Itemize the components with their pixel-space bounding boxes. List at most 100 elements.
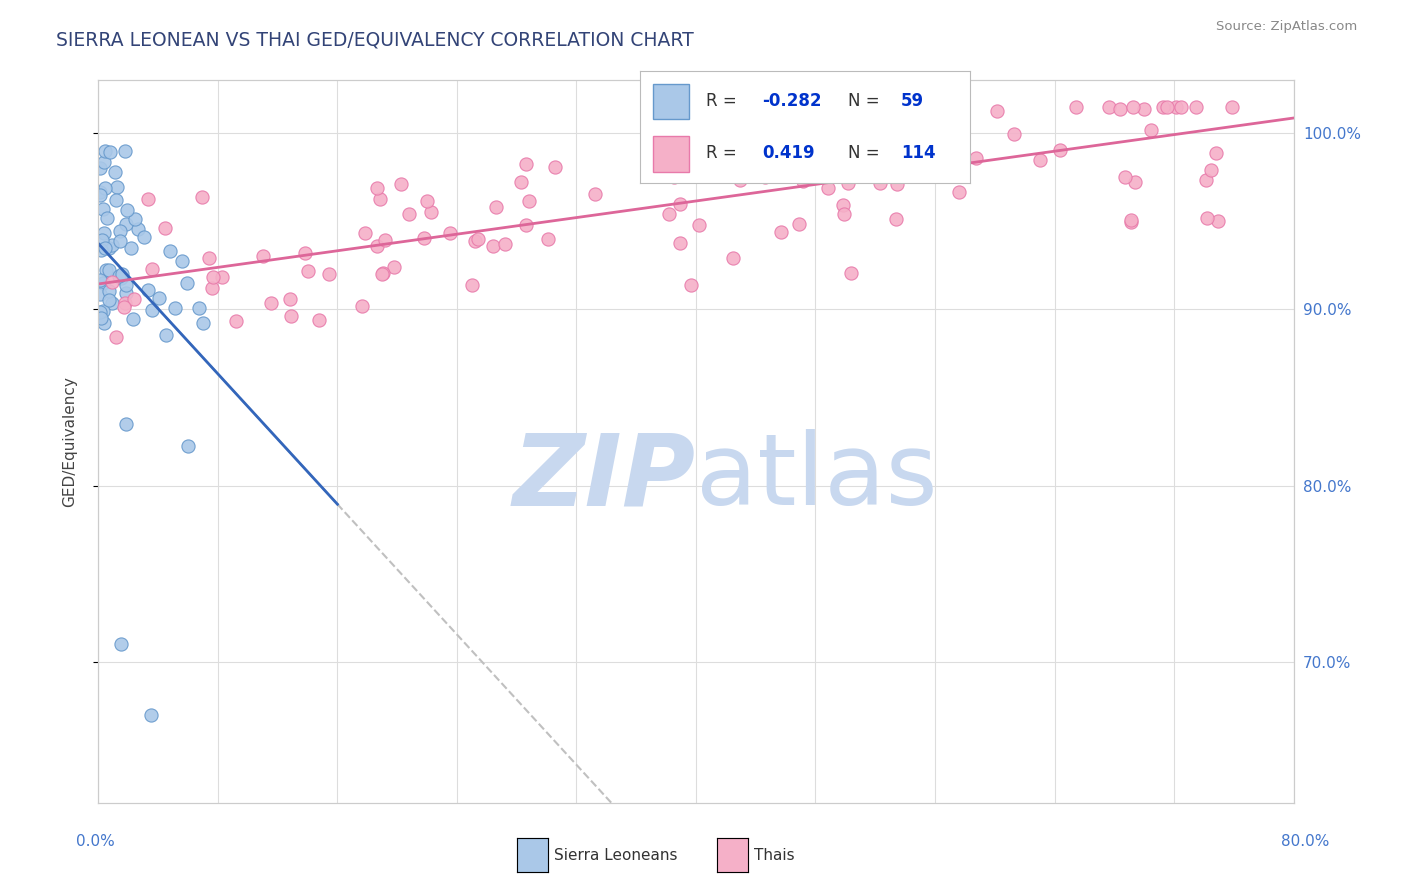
Point (134, 230, 156, 244)
Point (110, 235, 132, 249)
Point (1133, 102, 1156, 116)
Text: 59: 59 (901, 93, 924, 111)
Point (1002, 127, 1025, 141)
Point (515, 157, 537, 171)
Point (89, 186, 111, 200)
Point (787, 217, 810, 231)
Point (101, 238, 124, 252)
Point (120, 241, 142, 255)
Point (252, 249, 274, 263)
Point (91, 202, 114, 217)
Point (1185, 100, 1208, 114)
Text: -0.282: -0.282 (762, 93, 821, 111)
Point (398, 207, 420, 221)
Point (371, 267, 394, 281)
Point (700, 150, 723, 164)
Point (93, 304, 115, 318)
Point (1170, 100, 1192, 114)
Point (278, 292, 301, 306)
Point (754, 170, 776, 185)
Point (94, 144, 117, 158)
Point (90, 243, 112, 257)
Point (93, 316, 115, 330)
Point (110, 271, 132, 285)
Point (416, 194, 439, 209)
Point (420, 205, 443, 219)
Point (308, 313, 330, 327)
Point (948, 185, 970, 199)
Point (482, 239, 505, 253)
Point (201, 270, 224, 285)
Point (100, 275, 122, 289)
Point (846, 160, 869, 174)
Point (121, 311, 143, 326)
Point (1140, 123, 1163, 137)
Point (1156, 100, 1178, 114)
Point (832, 197, 855, 211)
Point (1166, 100, 1188, 114)
Point (176, 276, 198, 290)
Point (1205, 145, 1227, 160)
Point (583, 187, 606, 202)
Point (225, 314, 247, 328)
Point (136, 283, 159, 297)
Point (141, 261, 163, 276)
Point (884, 211, 907, 226)
Point (201, 281, 224, 295)
Point (93, 181, 115, 195)
Point (94, 241, 117, 255)
Point (172, 254, 194, 268)
Point (89, 161, 111, 176)
Point (139, 707, 162, 722)
Point (198, 252, 221, 266)
Text: ZIP: ZIP (513, 429, 696, 526)
Point (515, 218, 537, 232)
Point (163, 301, 186, 315)
Point (832, 207, 855, 221)
Text: Source: ZipAtlas.com: Source: ZipAtlas.com (1216, 20, 1357, 33)
Point (389, 177, 412, 191)
Point (510, 175, 533, 189)
Text: 0.419: 0.419 (762, 144, 814, 161)
Point (413, 231, 436, 245)
Point (1066, 100, 1088, 114)
Point (467, 232, 489, 246)
Point (382, 260, 405, 275)
Point (721, 251, 744, 265)
Point (818, 122, 841, 136)
Point (1119, 213, 1142, 227)
Point (924, 153, 946, 168)
Text: 114: 114 (901, 144, 935, 161)
Point (352, 299, 374, 313)
Point (115, 278, 138, 293)
Point (681, 277, 703, 292)
Point (849, 140, 872, 154)
Point (1220, 100, 1243, 114)
Point (97, 284, 120, 298)
Text: R =: R = (706, 93, 742, 111)
Point (1195, 173, 1218, 187)
Point (153, 220, 176, 235)
Point (115, 202, 138, 217)
Point (94, 262, 117, 277)
Point (669, 197, 692, 211)
Point (211, 270, 233, 285)
Point (770, 225, 793, 239)
Point (544, 161, 567, 175)
Point (839, 266, 862, 280)
Text: atlas: atlas (696, 429, 938, 526)
Point (124, 211, 146, 226)
Point (93, 226, 115, 240)
Point (108, 224, 131, 238)
Point (114, 144, 136, 158)
Point (965, 151, 987, 165)
Point (1199, 162, 1222, 177)
Point (828, 163, 851, 178)
Point (366, 238, 388, 252)
Point (853, 100, 876, 114)
Point (818, 108, 841, 122)
Point (114, 286, 136, 301)
Point (817, 181, 839, 195)
Point (1152, 100, 1174, 114)
Point (122, 292, 145, 306)
